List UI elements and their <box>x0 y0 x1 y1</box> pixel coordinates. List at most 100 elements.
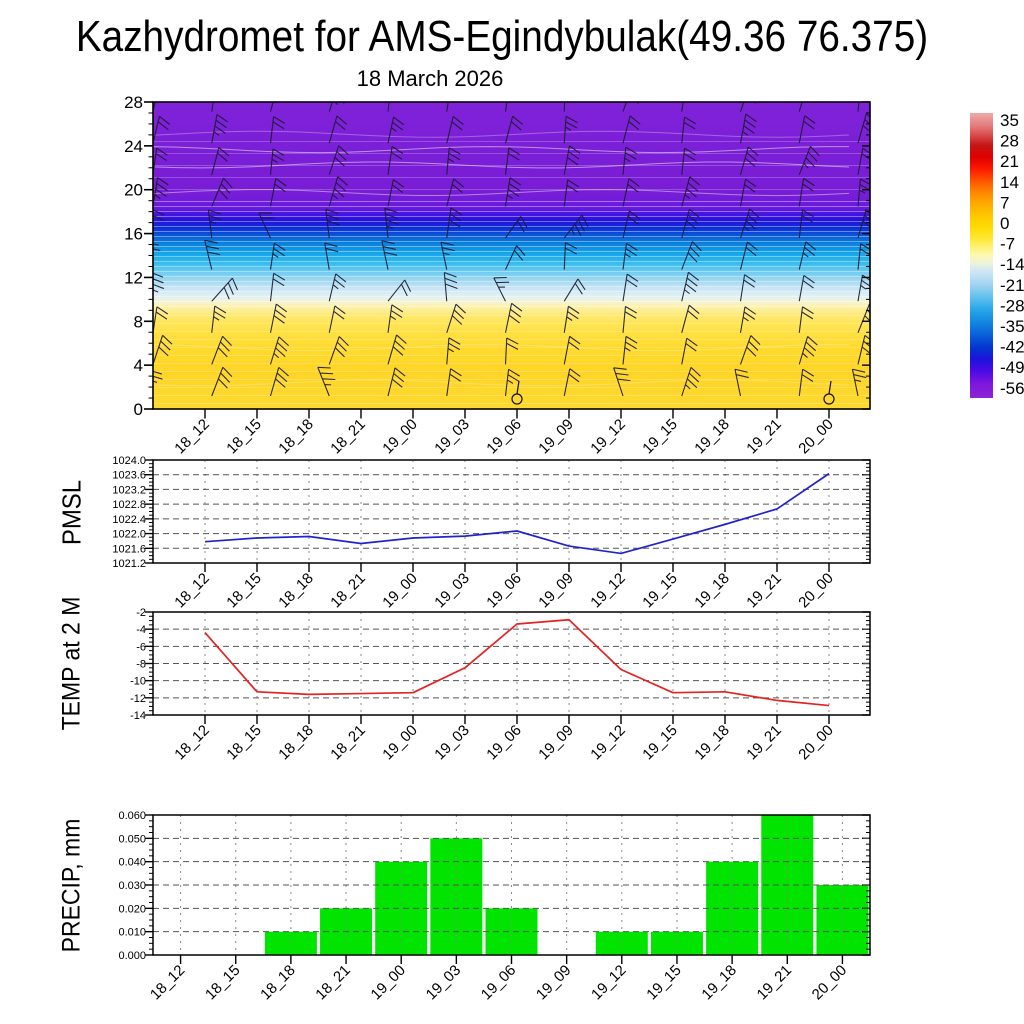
colorbar-label: 28 <box>1000 132 1019 151</box>
y-tick-label: 0.030 <box>118 880 146 892</box>
x-tick-label: 18_15 <box>223 570 265 612</box>
x-tick-label: 19_00 <box>368 962 410 1004</box>
y-tick-label: 0.050 <box>118 833 146 845</box>
y-tick-label: -14 <box>130 710 146 722</box>
x-tick-label: 18_18 <box>275 570 317 612</box>
x-tick-label: 18_21 <box>327 570 369 612</box>
y-tick-label: 0.020 <box>118 903 146 915</box>
y-tick-label: 1021.2 <box>112 558 146 570</box>
x-tick-label: 19_21 <box>743 722 785 764</box>
contour-lines <box>153 130 850 387</box>
y-tick-label: 28 <box>124 93 143 112</box>
x-tick-label: 18_21 <box>327 722 369 764</box>
y-tick-label: 1022.8 <box>112 499 146 511</box>
colorbar <box>970 113 993 398</box>
x-tick-label: 19_18 <box>691 722 733 764</box>
pmsl-line <box>204 472 830 555</box>
colorbar-label: -7 <box>1000 235 1015 254</box>
colorbar-label: 14 <box>1000 173 1019 192</box>
precip-bar <box>595 931 648 955</box>
x-tick-label: 19_00 <box>379 722 421 764</box>
x-tick-label: 19_15 <box>643 962 685 1004</box>
temp2m-line <box>204 618 830 707</box>
x-tick-label: 19_15 <box>639 416 681 458</box>
x-tick-label: 19_00 <box>379 570 421 612</box>
x-tick-label: 19_12 <box>587 722 629 764</box>
precip-bar <box>650 931 703 955</box>
x-tick-label: 18_12 <box>171 570 213 612</box>
x-tick-label: 20_00 <box>795 416 837 458</box>
x-tick-label: 19_09 <box>535 722 577 764</box>
x-tick-label: 19_00 <box>379 416 421 458</box>
x-tick-label: 18_12 <box>171 416 213 458</box>
colorbar-label: -21 <box>1000 276 1024 295</box>
x-tick-label: 19_03 <box>431 570 473 612</box>
x-tick-label: 20_00 <box>795 570 837 612</box>
precip-bar <box>264 931 317 955</box>
x-tick-label: 18_15 <box>223 722 265 764</box>
x-tick-label: 19_06 <box>478 962 520 1004</box>
x-tick-label: 18_12 <box>147 962 189 1004</box>
y-tick-label: 0.060 <box>118 810 146 822</box>
colorbar-label: -14 <box>1000 255 1024 274</box>
precip-panel: 0.060 0.050 0.040 0.030 0.020 0.010 0.000 <box>118 810 871 964</box>
colorbar-label: 21 <box>1000 152 1019 171</box>
x-tick-label: 18_21 <box>312 962 354 1004</box>
y-tick-label: 1024.0 <box>112 455 146 467</box>
x-tick-label: 19_12 <box>588 962 630 1004</box>
y-tick-label: -10 <box>130 676 146 688</box>
y-tick-label: 0 <box>134 400 143 419</box>
y-tick-label: 1022.4 <box>112 514 146 526</box>
colorbar-label: -42 <box>1000 338 1024 357</box>
y-tick-label: 0.040 <box>118 857 146 869</box>
x-tick-label: 19_21 <box>754 962 796 1004</box>
y-tick-label: 1021.6 <box>112 543 146 555</box>
x-tick-label: 19_03 <box>431 722 473 764</box>
x-tick-label: 20_00 <box>809 962 851 1004</box>
x-tick-label: 19_21 <box>743 416 785 458</box>
x-tick-label: 18_18 <box>257 962 299 1004</box>
y-tick-label: 1022.0 <box>112 529 146 541</box>
x-tick-label: 19_15 <box>639 570 681 612</box>
colorbar-label: -49 <box>1000 358 1024 377</box>
y-tick-label: 20 <box>124 181 143 200</box>
y-tick-label: 4 <box>134 356 143 375</box>
y-tick-label: -8 <box>136 659 146 671</box>
colorbar-label: -28 <box>1000 296 1024 315</box>
calm-wind-symbol <box>511 393 523 405</box>
calm-wind-symbol <box>823 393 835 405</box>
y-tick-label: 1023.2 <box>112 484 146 496</box>
y-tick-label: 16 <box>124 225 143 244</box>
temp2m-panel: -2 -4 -6 -8 -10 -12 -14 <box>130 607 871 724</box>
y-tick-label: -4 <box>136 624 146 636</box>
wind-barbs <box>153 102 870 397</box>
y-tick-label: -2 <box>136 607 146 619</box>
y-tick-label: 24 <box>124 137 143 156</box>
y-tick-label: 1023.6 <box>112 470 146 482</box>
x-tick-label: 19_09 <box>535 416 577 458</box>
x-tick-label: 19_03 <box>423 962 465 1004</box>
x-tick-label: 19_06 <box>483 416 525 458</box>
y-tick-label: 0.010 <box>118 927 146 939</box>
y-tick-label: 0.000 <box>118 950 146 962</box>
x-tick-label: 19_06 <box>483 570 525 612</box>
page-title: Kazhydromet for AMS-Egindybulak(49.36 76… <box>75 12 929 61</box>
x-tick-label: 19_21 <box>743 570 785 612</box>
precip-bar <box>430 838 483 955</box>
x-tick-label: 18_12 <box>171 722 213 764</box>
colorbar-label: 35 <box>1000 111 1019 130</box>
colorbar-label: -35 <box>1000 317 1024 336</box>
x-tick-label: 18_21 <box>327 416 369 458</box>
x-tick-label: 19_03 <box>431 416 473 458</box>
x-tick-label: 18_18 <box>275 416 317 458</box>
y-tick-label: 8 <box>134 312 143 331</box>
x-tick-label: 19_18 <box>691 570 733 612</box>
x-tick-label: 19_18 <box>691 416 733 458</box>
x-tick-label: 19_18 <box>698 962 740 1004</box>
y-tick-label: 12 <box>124 268 143 287</box>
pmsl-panel: 1024.0 1023.6 1023.2 1022.8 1022.4 1022.0 1021… <box>112 455 871 572</box>
colorbar-label: -56 <box>1000 379 1024 398</box>
y-tick-label: -12 <box>130 693 146 705</box>
